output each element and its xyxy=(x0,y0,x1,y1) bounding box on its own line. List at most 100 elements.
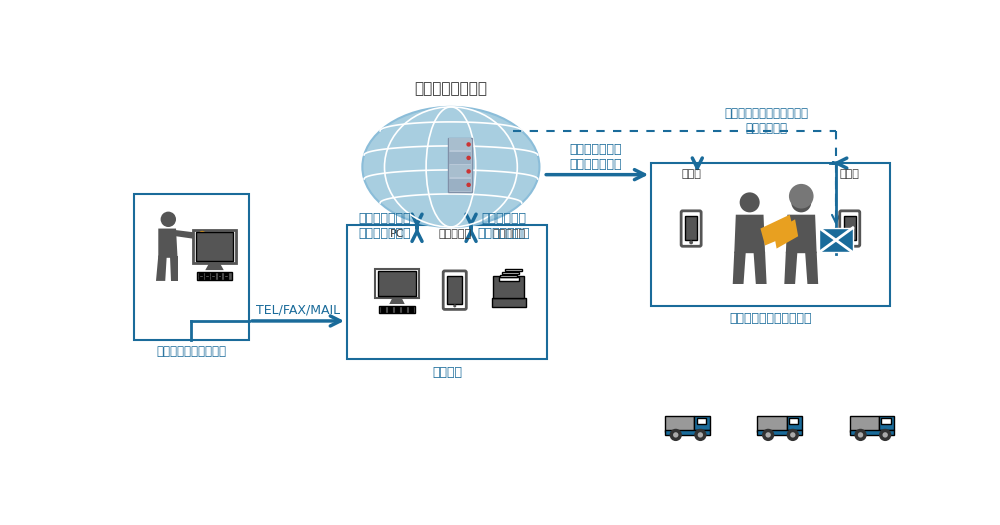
FancyBboxPatch shape xyxy=(224,278,228,279)
FancyBboxPatch shape xyxy=(199,273,203,275)
Circle shape xyxy=(789,184,814,208)
Circle shape xyxy=(467,183,470,186)
Circle shape xyxy=(858,432,863,438)
FancyBboxPatch shape xyxy=(844,216,856,240)
Text: 配車されたオペレーターに
メールで通知: 配車されたオペレーターに メールで通知 xyxy=(725,107,809,135)
FancyBboxPatch shape xyxy=(205,276,209,277)
FancyBboxPatch shape xyxy=(388,307,392,308)
FancyBboxPatch shape xyxy=(449,139,471,150)
Polygon shape xyxy=(158,228,178,258)
FancyBboxPatch shape xyxy=(388,311,392,312)
FancyBboxPatch shape xyxy=(381,309,385,310)
FancyBboxPatch shape xyxy=(502,271,519,274)
FancyBboxPatch shape xyxy=(665,430,710,435)
Polygon shape xyxy=(754,251,767,284)
Ellipse shape xyxy=(362,107,539,227)
FancyBboxPatch shape xyxy=(492,298,526,307)
FancyBboxPatch shape xyxy=(681,211,701,246)
FancyBboxPatch shape xyxy=(196,233,233,261)
FancyBboxPatch shape xyxy=(378,271,416,296)
Circle shape xyxy=(694,429,707,441)
FancyBboxPatch shape xyxy=(347,225,547,360)
Circle shape xyxy=(882,432,888,438)
Polygon shape xyxy=(786,215,817,253)
FancyBboxPatch shape xyxy=(218,278,221,279)
FancyBboxPatch shape xyxy=(211,278,215,279)
FancyBboxPatch shape xyxy=(395,311,399,312)
FancyBboxPatch shape xyxy=(205,273,209,275)
FancyBboxPatch shape xyxy=(840,211,860,246)
FancyBboxPatch shape xyxy=(205,278,209,279)
FancyBboxPatch shape xyxy=(409,311,413,312)
FancyBboxPatch shape xyxy=(197,271,232,280)
Circle shape xyxy=(689,240,693,244)
FancyBboxPatch shape xyxy=(757,416,787,432)
FancyBboxPatch shape xyxy=(199,276,203,277)
FancyBboxPatch shape xyxy=(381,307,385,308)
Circle shape xyxy=(161,212,176,227)
FancyBboxPatch shape xyxy=(409,309,413,310)
FancyBboxPatch shape xyxy=(381,311,385,312)
Text: クラウドサービス: クラウドサービス xyxy=(414,81,487,96)
Polygon shape xyxy=(784,251,797,284)
FancyBboxPatch shape xyxy=(134,194,249,340)
Circle shape xyxy=(453,304,456,308)
FancyBboxPatch shape xyxy=(199,278,203,279)
FancyBboxPatch shape xyxy=(685,216,697,240)
Circle shape xyxy=(791,192,811,213)
Text: プリンター: プリンター xyxy=(492,229,525,239)
FancyBboxPatch shape xyxy=(211,276,215,277)
FancyBboxPatch shape xyxy=(219,235,236,259)
FancyBboxPatch shape xyxy=(449,165,471,177)
Circle shape xyxy=(740,192,760,213)
Circle shape xyxy=(467,170,470,173)
Circle shape xyxy=(198,231,206,238)
Text: 工事受注データ
工事施工データ: 工事受注データ 工事施工データ xyxy=(358,212,411,240)
Text: 工事施工データ
配車指示データ: 工事施工データ 配車指示データ xyxy=(569,143,622,171)
Text: スマホ: スマホ xyxy=(840,169,860,179)
Polygon shape xyxy=(805,251,818,284)
Polygon shape xyxy=(176,230,201,239)
Circle shape xyxy=(854,429,867,441)
FancyBboxPatch shape xyxy=(819,228,853,253)
Text: 得意先（工事発注元）: 得意先（工事発注元） xyxy=(156,345,226,358)
Circle shape xyxy=(670,429,682,441)
Circle shape xyxy=(787,429,799,441)
FancyBboxPatch shape xyxy=(493,276,524,298)
FancyBboxPatch shape xyxy=(500,275,517,277)
Circle shape xyxy=(698,432,703,438)
FancyBboxPatch shape xyxy=(211,273,215,275)
Circle shape xyxy=(790,432,795,438)
Circle shape xyxy=(765,432,771,438)
FancyBboxPatch shape xyxy=(402,309,406,310)
FancyBboxPatch shape xyxy=(879,416,894,429)
FancyBboxPatch shape xyxy=(787,416,802,429)
FancyBboxPatch shape xyxy=(402,307,406,308)
FancyBboxPatch shape xyxy=(448,138,472,192)
Text: TEL/FAX/MAIL: TEL/FAX/MAIL xyxy=(256,303,340,317)
Text: オペレーター（作業員）: オペレーター（作業員） xyxy=(729,312,812,324)
FancyBboxPatch shape xyxy=(757,430,802,435)
Polygon shape xyxy=(760,215,794,246)
FancyBboxPatch shape xyxy=(881,418,891,424)
FancyBboxPatch shape xyxy=(665,416,694,432)
Polygon shape xyxy=(170,256,178,281)
FancyBboxPatch shape xyxy=(694,416,710,429)
Polygon shape xyxy=(733,251,746,284)
FancyBboxPatch shape xyxy=(697,418,706,424)
FancyBboxPatch shape xyxy=(395,307,399,308)
FancyBboxPatch shape xyxy=(449,152,471,164)
Polygon shape xyxy=(734,215,765,253)
Circle shape xyxy=(467,156,470,160)
Circle shape xyxy=(762,429,774,441)
Polygon shape xyxy=(205,263,224,270)
FancyBboxPatch shape xyxy=(224,276,228,277)
Circle shape xyxy=(879,429,891,441)
FancyBboxPatch shape xyxy=(850,416,879,432)
FancyBboxPatch shape xyxy=(388,309,392,310)
FancyBboxPatch shape xyxy=(651,163,890,306)
Text: オペレーター
配車指示データ: オペレーター 配車指示データ xyxy=(477,212,530,240)
FancyBboxPatch shape xyxy=(447,276,462,304)
FancyBboxPatch shape xyxy=(224,273,228,275)
FancyBboxPatch shape xyxy=(395,309,399,310)
